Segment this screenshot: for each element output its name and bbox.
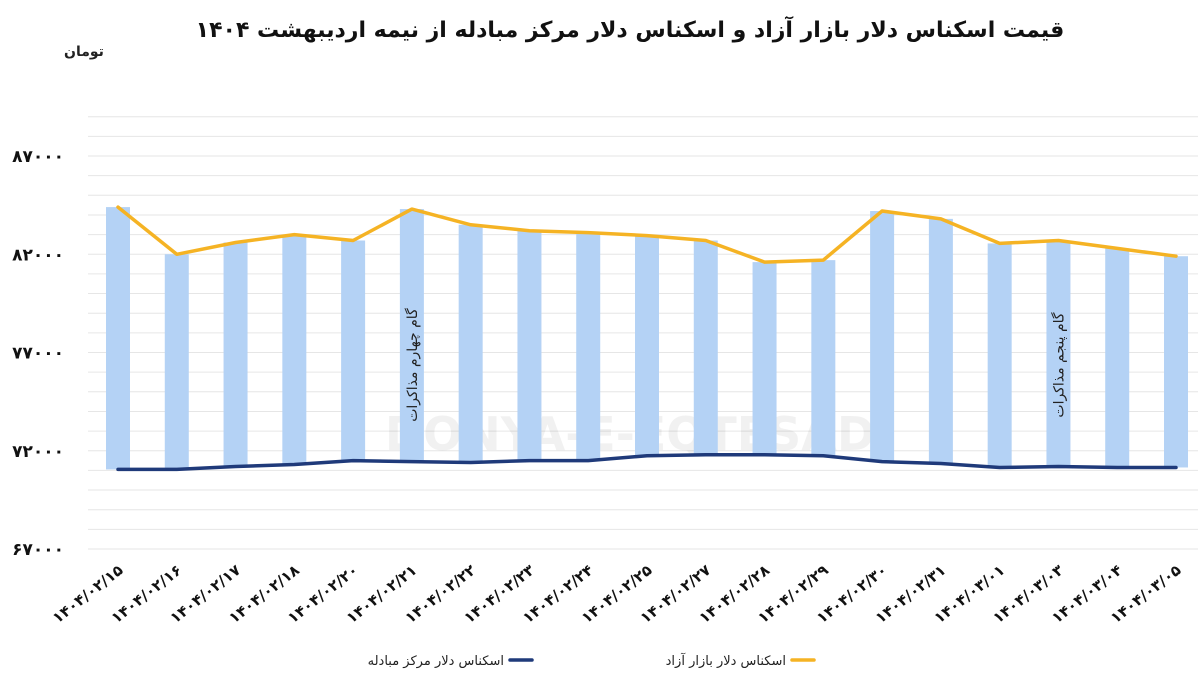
watermark: DONYA-E-EQTESAD	[385, 407, 875, 461]
bar	[458, 224, 483, 463]
y-tick-label: ۷۲۰۰۰	[12, 442, 64, 462]
bar	[341, 240, 366, 461]
bar	[693, 240, 718, 455]
bar	[106, 207, 130, 470]
bar	[517, 230, 542, 461]
legend-label: اسکناس دلار مرکز مبادله	[368, 654, 504, 669]
bar	[1164, 256, 1188, 468]
x-axis-ticks: ۱۴۰۴/۰۲/۱۵۱۴۰۴/۰۲/۱۶۱۴۰۴/۰۲/۱۷۱۴۰۴/۰۲/۱۸…	[49, 561, 1184, 627]
bars	[106, 207, 1188, 470]
bar	[928, 218, 953, 464]
bar	[987, 243, 1012, 468]
bar	[635, 235, 659, 456]
bar	[164, 254, 189, 470]
bar	[870, 211, 895, 462]
bar	[1046, 240, 1071, 467]
y-tick-label: ۶۷۰۰۰	[12, 540, 64, 560]
bar	[1105, 248, 1130, 468]
series-line	[116, 205, 1178, 264]
y-tick-label: ۸۷۰۰۰	[12, 147, 64, 167]
y-axis-unit: تومان	[64, 44, 104, 60]
series-line	[116, 452, 1178, 472]
annotation-label: گام پنجم مذاکرات	[1050, 312, 1067, 418]
bar	[399, 209, 424, 462]
legend-label: اسکناس دلار بازار آزاد	[666, 652, 786, 669]
legend: اسکناس دلار بازار آزاد اسکناس دلار مرکز م…	[368, 652, 816, 669]
y-tick-label: ۷۷۰۰۰	[12, 344, 64, 364]
bar	[282, 234, 307, 465]
bar	[223, 242, 248, 467]
bar	[811, 260, 836, 456]
y-tick-label: ۸۲۰۰۰	[12, 245, 64, 265]
annotations: گام چهارم مذاکرات گام پنجم مذاکرات	[404, 308, 1068, 422]
series-lines	[116, 205, 1178, 472]
annotation-label: گام چهارم مذاکرات	[404, 308, 421, 422]
bar	[576, 232, 601, 461]
bar	[752, 262, 777, 455]
y-axis-ticks: ۶۷۰۰۰ ۷۲۰۰۰ ۷۷۰۰۰ ۸۲۰۰۰ ۸۷۰۰۰	[12, 147, 64, 560]
chart-title: قیمت اسکناس دلار بازار آزاد و اسکناس دلا…	[196, 15, 1065, 43]
